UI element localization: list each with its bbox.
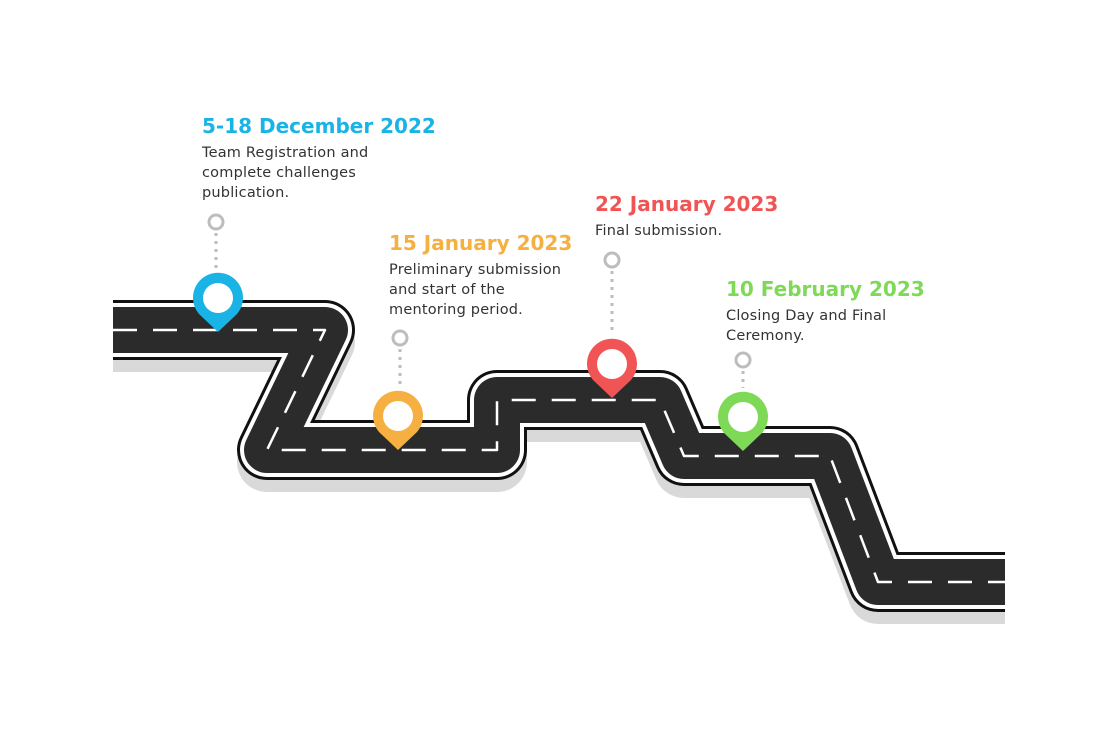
milestone-1: 5-18 December 2022 Team Registration and… [202,114,436,203]
milestone-2: 15 January 2023 Preliminary submission a… [389,231,589,320]
milestone-marker-1 [193,213,243,332]
map-pin-hole [597,349,627,379]
milestone-date: 22 January 2023 [595,192,779,216]
milestone-marker-3 [587,251,637,398]
map-pin-hole [383,401,413,431]
milestone-marker-2 [373,329,423,450]
map-pin-hole [203,283,233,313]
milestone-marker-4 [718,351,768,451]
milestone-4: 10 February 2023 Closing Day and Final C… [726,277,946,346]
milestone-description: Preliminary submission and start of the … [389,262,562,318]
milestone-date: 15 January 2023 [389,231,573,255]
milestone-markers [193,213,768,451]
road-center-dashes [113,328,1005,584]
road-right-cap [1005,540,1045,630]
connector-dot [734,351,752,369]
road-left-cap [80,290,113,380]
map-pin-hole [728,402,758,432]
milestone-description: Final submission. [595,223,723,239]
milestone-description: Closing Day and Final Ceremony. [726,308,887,344]
road [80,290,1045,630]
milestone-date: 5-18 December 2022 [202,114,436,138]
milestone-description: Team Registration and complete challenge… [202,145,369,201]
milestone-date: 10 February 2023 [726,277,925,301]
connector-dot [603,251,621,269]
connector-dot [391,329,409,347]
milestone-3: 22 January 2023 Final submission. [595,192,795,241]
connector-dot [207,213,225,231]
